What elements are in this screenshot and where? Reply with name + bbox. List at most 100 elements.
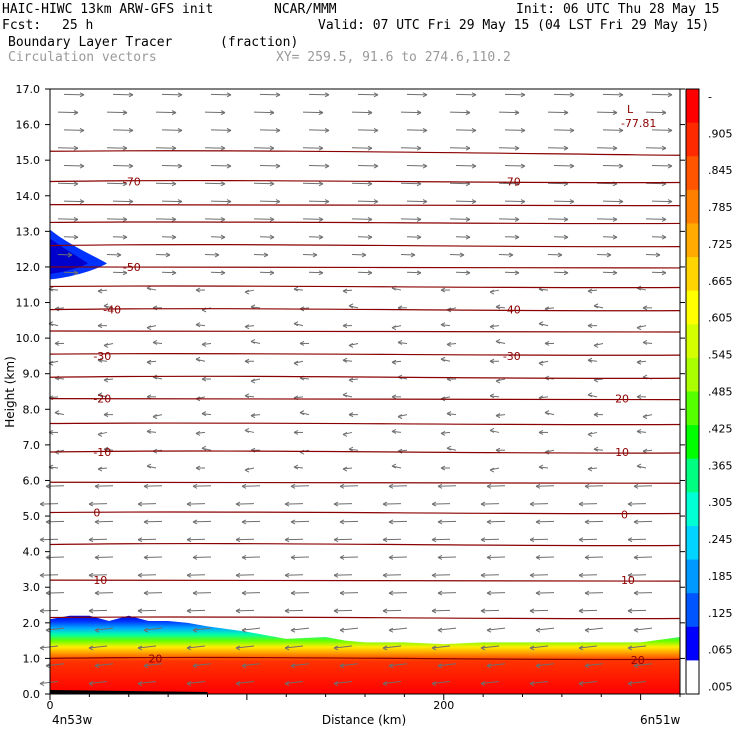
vector-head	[612, 270, 618, 276]
vector-head	[342, 357, 348, 363]
isotherm-label: -70	[503, 176, 521, 189]
vector-head	[584, 663, 590, 669]
vector-head	[79, 127, 85, 133]
vector-head	[612, 216, 618, 222]
vector-arrow	[284, 645, 304, 649]
vector-head	[269, 270, 275, 276]
vector-head	[293, 286, 299, 292]
isotherm-line	[49, 285, 681, 289]
vector-arrow	[155, 182, 177, 185]
vector-arrow	[547, 253, 563, 256]
vector-arrow	[449, 182, 471, 185]
vector-arrow	[602, 129, 624, 131]
vector-head	[103, 343, 109, 348]
vector-head	[293, 429, 299, 435]
colorbar-swatch	[686, 122, 699, 157]
vector-head	[440, 356, 446, 362]
vector-arrow	[547, 182, 569, 185]
vector-arrow	[431, 609, 451, 612]
vector-arrow	[290, 663, 310, 667]
vector-head	[416, 216, 422, 222]
vector-head	[382, 537, 388, 543]
vector-arrow	[645, 182, 667, 185]
vector-arrow	[455, 93, 477, 96]
vector-arrow	[535, 592, 555, 594]
vector-head	[593, 446, 599, 452]
vector-arrow	[54, 377, 65, 380]
vector-head	[290, 590, 296, 596]
vector-head	[152, 414, 158, 420]
org-label: NCAR/MMM	[274, 2, 337, 17]
vector-head	[73, 270, 79, 276]
vector-head	[391, 463, 397, 469]
vector-arrow	[553, 271, 569, 274]
vector-head	[655, 252, 661, 258]
vector-arrow	[235, 609, 255, 612]
fcst-label: Fcst:	[2, 18, 42, 33]
vector-arrow	[382, 538, 402, 541]
vector-head	[584, 519, 590, 525]
vector-head	[416, 270, 422, 276]
vector-head	[339, 519, 345, 525]
vector-arrow	[388, 556, 408, 558]
isotherm-line	[49, 450, 681, 454]
vector-arrow	[486, 556, 506, 558]
vector-head	[382, 572, 388, 578]
vector-head	[422, 199, 428, 205]
vector-head	[269, 234, 275, 240]
vector-arrow	[302, 147, 324, 149]
vector-head	[244, 393, 250, 399]
vector-arrow	[578, 574, 598, 576]
vector-arrow	[535, 520, 555, 523]
vector-head	[186, 645, 192, 651]
vector-arrow	[480, 574, 500, 576]
vector-arrow	[351, 253, 367, 256]
colorbar-swatch	[686, 89, 699, 124]
vector-head	[88, 681, 94, 686]
vector-head	[636, 359, 642, 365]
vector-head	[627, 645, 633, 651]
vector-head	[535, 483, 541, 489]
vector-head	[593, 303, 599, 309]
vector-arrow	[645, 147, 667, 149]
vector-head	[544, 410, 550, 416]
vector-arrow	[210, 271, 226, 274]
vector-arrow	[201, 413, 212, 416]
vector-head	[88, 645, 94, 651]
vector-arrow	[602, 271, 618, 274]
vector-arrow	[284, 574, 304, 576]
vector-head	[97, 288, 103, 294]
vector-head	[284, 572, 290, 578]
vector-arrow	[290, 520, 310, 523]
vector-arrow	[250, 414, 261, 417]
vector-head	[250, 413, 256, 419]
vector-arrow	[204, 253, 220, 256]
vector-arrow	[584, 556, 604, 558]
colorbar-swatch	[686, 290, 699, 325]
vector-arrow	[351, 182, 373, 185]
colorbar-label: .545	[708, 349, 733, 362]
vector-head	[388, 627, 394, 633]
vector-head	[480, 572, 486, 578]
vector-arrow	[204, 218, 226, 220]
vector-arrow	[39, 574, 59, 576]
vector-head	[606, 252, 612, 258]
vector-head	[339, 590, 345, 596]
vector-arrow	[192, 592, 212, 594]
vector-head	[137, 608, 143, 614]
vector-arrow	[578, 609, 598, 612]
vector-head	[275, 199, 281, 205]
vector-arrow	[547, 147, 569, 149]
vector-arrow	[342, 289, 353, 292]
vector-head	[480, 537, 486, 543]
vector-head	[431, 501, 437, 507]
vector-arrow	[97, 289, 108, 292]
vector-arrow	[547, 111, 569, 114]
vector-head	[661, 234, 667, 240]
vector-head	[557, 252, 563, 258]
vector-arrow	[244, 325, 255, 328]
field-name: Boundary Layer Tracer	[8, 35, 173, 50]
vector-arrow	[449, 218, 471, 220]
vector-head	[122, 270, 128, 276]
vector-head	[143, 663, 149, 669]
